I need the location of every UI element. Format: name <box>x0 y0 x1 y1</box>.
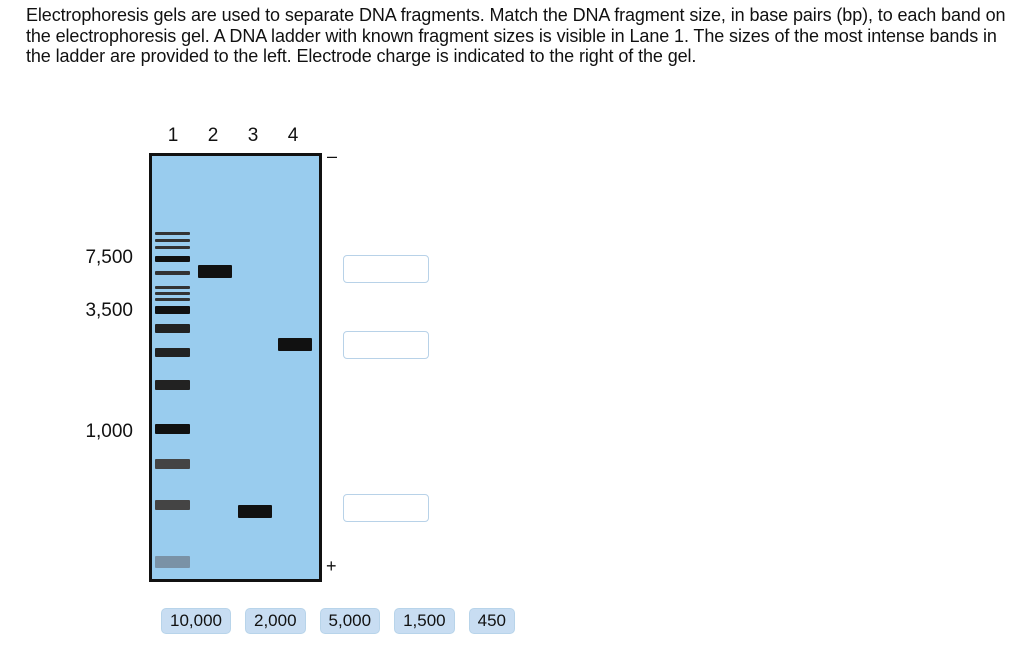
negative-electrode: – <box>327 146 338 166</box>
ladder-band <box>155 298 190 301</box>
electrophoresis-gel <box>149 153 322 582</box>
positive-electrode: + <box>326 556 337 576</box>
lane-3-band <box>238 505 272 518</box>
ladder-size-label: 7,500 <box>85 247 133 268</box>
answer-chip-2000[interactable]: 2,000 <box>245 608 306 634</box>
lane-number-4: 4 <box>287 125 299 146</box>
ladder-band <box>155 239 190 242</box>
ladder-band <box>155 286 190 289</box>
ladder-band <box>155 380 190 390</box>
ladder-band <box>155 306 190 314</box>
answer-chip-450[interactable]: 450 <box>468 608 516 634</box>
answer-drop-zone-lane-2[interactable] <box>343 255 429 283</box>
ladder-band <box>155 348 190 357</box>
lane-number-1: 1 <box>167 125 179 146</box>
ladder-band <box>155 292 190 295</box>
ladder-size-label: 3,500 <box>85 300 133 321</box>
instructions-text: Electrophoresis gels are used to separat… <box>26 5 1006 66</box>
ladder-band <box>155 500 190 510</box>
lane-4-band <box>278 338 312 351</box>
ladder-size-label: 1,000 <box>85 421 133 442</box>
lane-number-3: 3 <box>247 125 259 146</box>
answer-chip-5000[interactable]: 5,000 <box>319 608 381 634</box>
ladder-band <box>155 556 190 568</box>
ladder-band <box>155 232 190 235</box>
ladder-band <box>155 271 190 275</box>
answer-drop-zone-lane-3[interactable] <box>343 494 429 522</box>
answer-drop-zone-lane-4[interactable] <box>343 331 429 359</box>
ladder-band <box>155 256 190 262</box>
answer-chip-1500[interactable]: 1,500 <box>394 608 455 634</box>
answer-options-bank: 10,000 2,000 5,000 1,500 450 <box>161 608 516 634</box>
lane-number-2: 2 <box>207 125 219 146</box>
ladder-band <box>155 424 190 434</box>
ladder-band <box>155 459 190 469</box>
ladder-band <box>155 246 190 249</box>
ladder-band <box>155 324 190 333</box>
lane-2-band <box>198 265 232 278</box>
answer-chip-10000[interactable]: 10,000 <box>161 608 231 634</box>
